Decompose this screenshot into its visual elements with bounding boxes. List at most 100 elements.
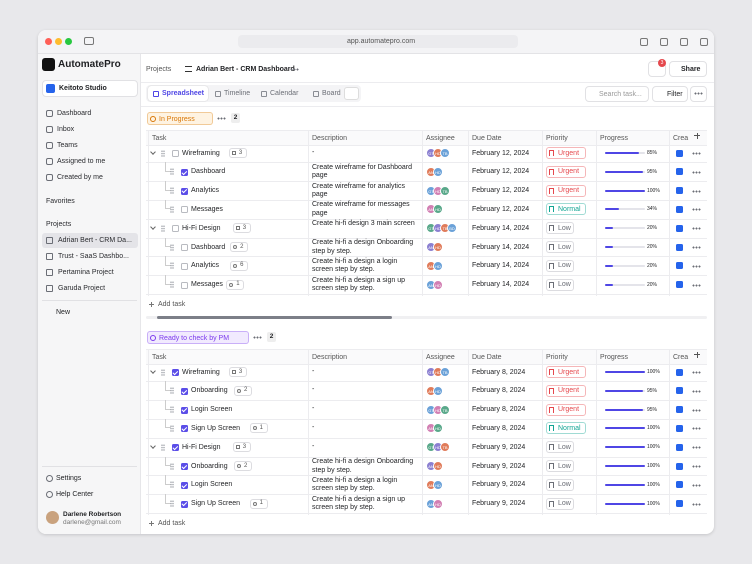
expand[interactable] (150, 149, 156, 155)
tab[interactable]: Board (322, 90, 341, 97)
nav-item[interactable]: Teams (57, 142, 78, 149)
row-actions[interactable] (692, 152, 701, 155)
project-item[interactable]: Garuda Project (58, 285, 106, 292)
task-name[interactable]: Analytics (191, 262, 220, 270)
more[interactable] (290, 68, 299, 71)
drag-handle[interactable] (161, 368, 165, 376)
drag-handle[interactable] (170, 387, 174, 395)
task-name[interactable]: Hi-Fi Design (182, 224, 221, 232)
checkbox[interactable] (181, 387, 188, 395)
drag-handle[interactable] (170, 424, 174, 432)
checkbox[interactable] (172, 369, 179, 376)
checkbox[interactable] (181, 244, 188, 251)
browser-action[interactable] (700, 38, 708, 46)
row-actions[interactable] (692, 408, 701, 412)
nav-item[interactable]: Dashboard (57, 110, 92, 117)
task-name[interactable]: Dashboard (191, 168, 226, 176)
group-more[interactable] (253, 336, 262, 339)
task-name[interactable]: Wireframing (182, 368, 220, 376)
nav-item[interactable]: Assigned to me (57, 158, 106, 165)
drag-handle[interactable] (170, 406, 174, 414)
checkbox[interactable] (181, 262, 188, 270)
browser-action[interactable] (660, 38, 668, 46)
expand[interactable] (150, 224, 156, 231)
share-button[interactable] (669, 61, 707, 77)
expand[interactable] (150, 443, 156, 450)
project-item[interactable]: Adrian Bert - CRM Da... (58, 237, 132, 244)
row-actions[interactable] (692, 427, 701, 431)
row-actions[interactable] (692, 371, 701, 374)
group-more[interactable] (217, 117, 226, 120)
browser-action[interactable] (680, 38, 688, 46)
expand[interactable] (150, 368, 156, 374)
tab[interactable]: Spreadsheet (162, 90, 205, 97)
drag-handle[interactable] (170, 187, 174, 195)
task-name[interactable]: Login Screen (191, 481, 233, 489)
sidebar-toggle[interactable] (84, 37, 94, 45)
footer-item[interactable]: Settings (56, 475, 82, 482)
task-name[interactable]: Onboarding (191, 387, 228, 395)
breadcrumb[interactable]: Projects (146, 66, 172, 73)
drag-handle[interactable] (170, 205, 174, 213)
checkbox[interactable] (181, 406, 188, 414)
browser-action[interactable] (640, 38, 648, 46)
row-actions[interactable] (692, 446, 701, 450)
options[interactable] (694, 92, 703, 95)
add-task[interactable]: Add task (158, 300, 186, 308)
drag-handle[interactable] (161, 443, 165, 451)
row-actions[interactable] (692, 189, 701, 193)
drag-handle[interactable] (170, 500, 174, 508)
checkbox[interactable] (181, 168, 188, 176)
row-actions[interactable] (692, 283, 701, 287)
task-name[interactable]: Login Screen (191, 406, 233, 414)
add-task[interactable]: Add task (158, 519, 186, 527)
task-name[interactable]: Sign Up Screen (191, 424, 241, 432)
project-item[interactable]: Trust - SaaS Dashbo... (58, 253, 129, 260)
checkbox[interactable] (172, 225, 179, 233)
drag-handle[interactable] (170, 243, 174, 251)
row-actions[interactable] (692, 465, 701, 468)
add-view[interactable] (344, 87, 359, 100)
checkbox[interactable] (172, 444, 179, 452)
task-name[interactable]: Messages (191, 281, 223, 289)
checkbox[interactable] (181, 425, 188, 433)
tab[interactable]: Timeline (224, 90, 251, 97)
row-actions[interactable] (692, 502, 701, 506)
new-project[interactable]: New (56, 309, 71, 316)
row-actions[interactable] (692, 170, 701, 174)
task-name[interactable]: Onboarding (191, 462, 228, 470)
checkbox[interactable] (181, 187, 188, 195)
row-actions[interactable] (692, 246, 701, 249)
checkbox[interactable] (181, 481, 188, 489)
share[interactable]: Share (681, 66, 701, 73)
row-actions[interactable] (692, 483, 701, 487)
search[interactable] (585, 86, 649, 102)
drag-handle[interactable] (170, 481, 174, 489)
drag-handle[interactable] (161, 149, 165, 157)
checkbox[interactable] (181, 206, 188, 214)
checkbox[interactable] (181, 463, 188, 470)
filter[interactable]: Filter (667, 91, 683, 98)
window-control[interactable] (45, 38, 52, 45)
search-placeholder[interactable]: Search task... (599, 91, 642, 98)
window-control[interactable] (55, 38, 62, 45)
checkbox[interactable] (181, 500, 188, 508)
workspace[interactable]: Keitoto Studio (59, 85, 107, 92)
task-name[interactable]: Analytics (191, 187, 220, 195)
footer-item[interactable]: Help Center (56, 491, 94, 498)
drag-handle[interactable] (170, 262, 174, 270)
project-item[interactable]: Pertamina Project (58, 269, 114, 276)
drag-handle[interactable] (161, 224, 165, 232)
workspace-select[interactable] (42, 80, 138, 97)
task-name[interactable]: Messages (191, 205, 223, 213)
drag-handle[interactable] (170, 281, 174, 289)
task-name[interactable]: Sign Up Screen (191, 500, 241, 508)
scrollbar-thumb[interactable] (157, 316, 392, 319)
notif-button[interactable] (648, 61, 666, 77)
row-actions[interactable] (692, 227, 701, 231)
row-actions[interactable] (692, 264, 701, 268)
filter-button[interactable] (652, 86, 688, 102)
task-name[interactable]: Wireframing (182, 149, 220, 157)
nav-item[interactable]: Inbox (57, 126, 75, 133)
nav-item[interactable]: Created by me (57, 174, 103, 181)
